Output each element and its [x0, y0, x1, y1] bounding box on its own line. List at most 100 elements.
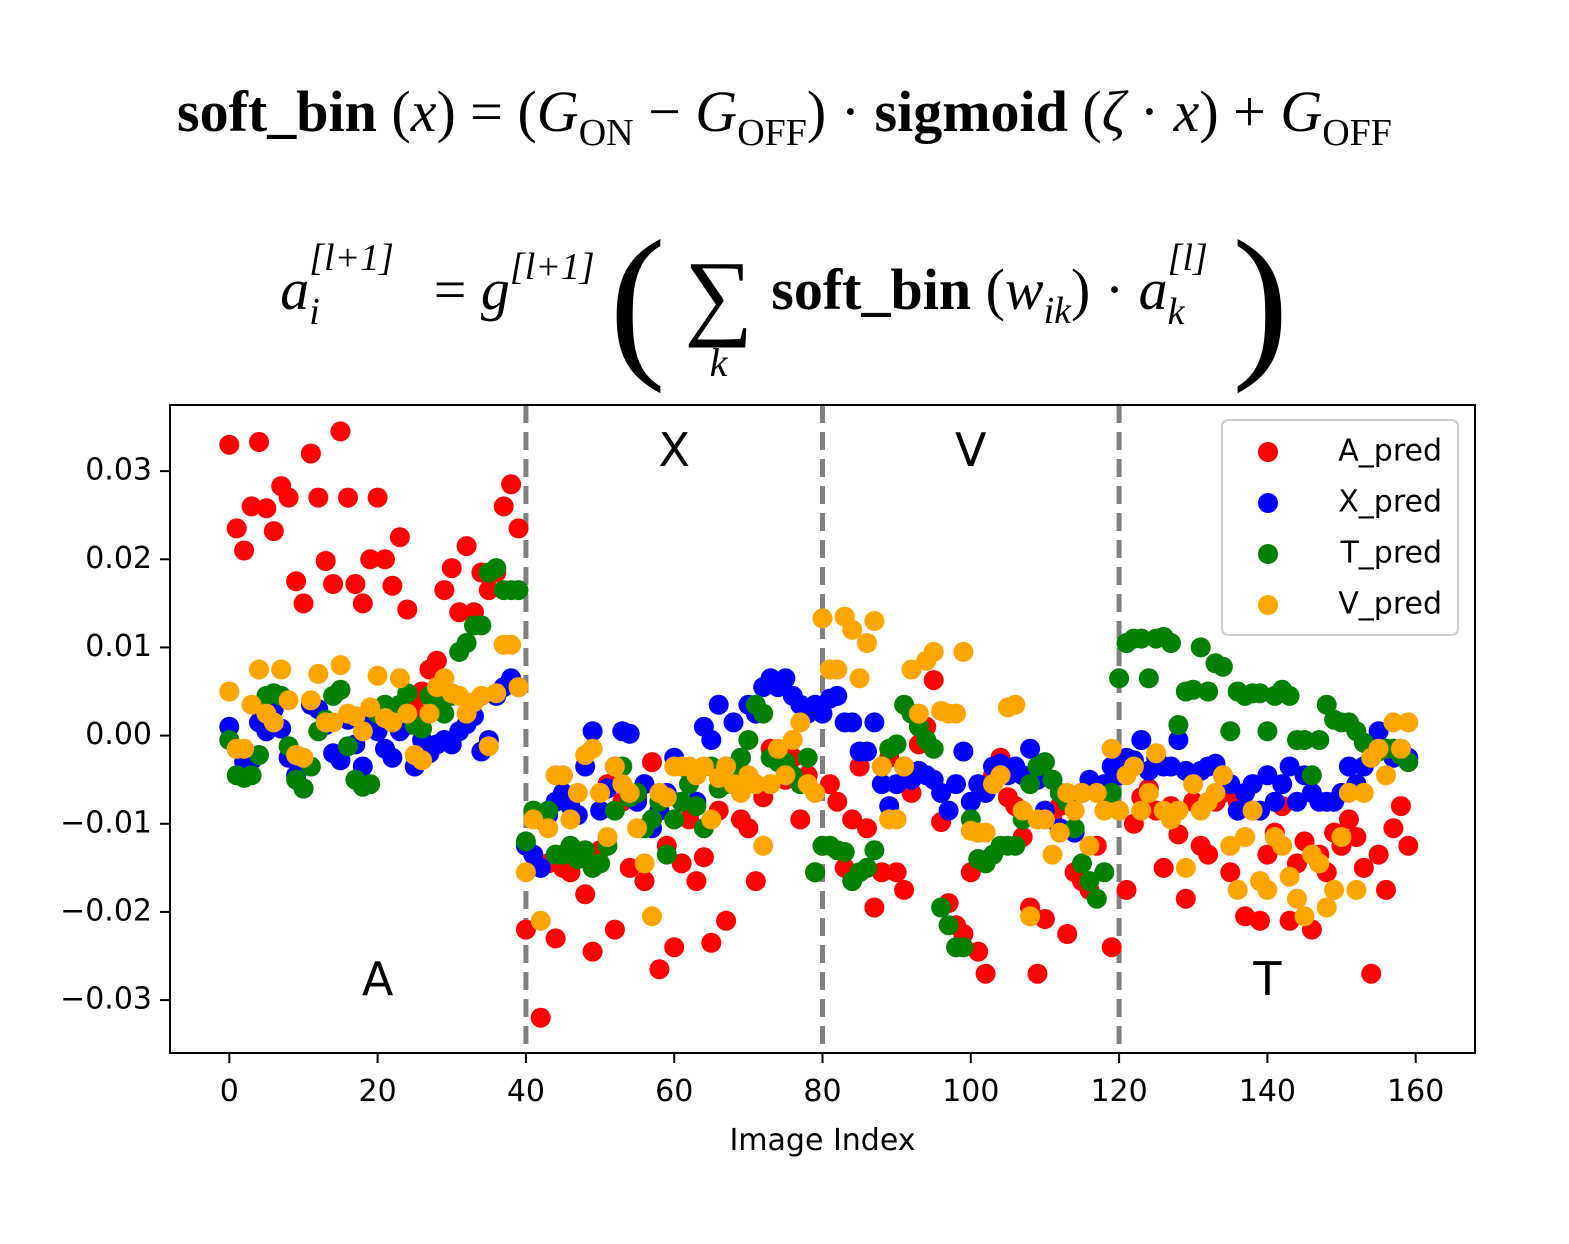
data-point: [1079, 871, 1100, 892]
x-tick-label: 160: [1387, 1074, 1444, 1109]
data-point: [530, 910, 551, 931]
data-point: [730, 782, 751, 803]
data-point: [753, 835, 774, 856]
data-point: [1175, 888, 1196, 909]
data-point: [360, 697, 381, 718]
data-point: [827, 685, 848, 706]
data-point: [975, 963, 996, 984]
data-point: [842, 619, 863, 640]
data-point: [1153, 857, 1174, 878]
data-point: [382, 575, 403, 596]
data-point: [397, 683, 418, 704]
y-tick-label: −0.01: [60, 805, 152, 840]
data-point: [360, 774, 381, 795]
region-label: T: [1252, 952, 1282, 1006]
x-tick-label: 140: [1239, 1074, 1296, 1109]
data-point: [263, 712, 284, 733]
data-point: [1146, 743, 1167, 764]
data-point: [234, 540, 255, 561]
data-point: [1272, 774, 1293, 795]
data-point: [812, 608, 833, 629]
data-point: [286, 571, 307, 592]
data-point: [1012, 800, 1033, 821]
data-point: [1138, 782, 1159, 803]
data-point: [449, 602, 470, 623]
data-point: [382, 747, 403, 768]
data-point: [1138, 668, 1159, 689]
legend-label: V_pred: [1338, 587, 1442, 622]
data-point: [1116, 879, 1137, 900]
data-point: [1020, 738, 1041, 759]
data-point: [1250, 910, 1270, 931]
data-point: [834, 842, 855, 862]
data-point: [1294, 730, 1315, 750]
data-point: [842, 809, 863, 830]
data-point: [1398, 712, 1419, 733]
data-point: [1168, 800, 1189, 821]
data-point: [501, 474, 522, 495]
data-point: [946, 774, 966, 795]
legend-label: A_pred: [1338, 434, 1442, 469]
data-point: [857, 633, 877, 653]
data-point: [946, 703, 966, 724]
y-tick-label: −0.03: [60, 982, 152, 1017]
data-point: [827, 659, 848, 680]
data-point: [738, 730, 759, 750]
sum-index: k: [709, 340, 728, 385]
data-point: [864, 897, 885, 918]
data-point: [530, 1007, 551, 1028]
data-point: [345, 706, 366, 727]
data-point: [582, 941, 603, 962]
region-label: X: [658, 423, 690, 477]
data-point: [1198, 844, 1219, 865]
eq1-sigmoid: sigmoid: [874, 79, 1068, 144]
data-point: [1131, 800, 1152, 821]
data-point: [894, 756, 915, 777]
data-point: [1131, 730, 1152, 750]
data-point: [1042, 844, 1063, 865]
x-tick-label: 60: [655, 1074, 693, 1109]
data-point: [901, 659, 922, 680]
data-point: [938, 915, 959, 936]
data-point: [1353, 782, 1374, 803]
data-point: [1064, 800, 1085, 821]
data-point: [857, 818, 877, 839]
data-point: [575, 840, 596, 861]
data-point: [1279, 685, 1300, 706]
data-point: [1183, 679, 1204, 700]
data-point: [701, 809, 722, 830]
data-point: [219, 681, 240, 702]
legend-marker: [1258, 544, 1278, 564]
data-point: [471, 685, 492, 706]
data-point: [1123, 756, 1144, 777]
data-point: [1072, 782, 1092, 803]
data-point: [664, 937, 685, 958]
data-point: [1346, 827, 1367, 847]
equation-layer-activation: a [l+1] i = g[l+1] ( ∑ k soft_bin (wik) · a…: [280, 206, 1289, 394]
data-point: [375, 549, 395, 570]
legend: A_pred X_pred T_pred V_pred: [1221, 419, 1459, 636]
data-point: [871, 774, 892, 795]
data-point: [1294, 906, 1315, 927]
y-tick-label: 0.03: [85, 453, 152, 488]
data-point: [842, 712, 863, 733]
data-point: [1309, 853, 1330, 874]
data-point: [760, 774, 781, 795]
data-point: [360, 549, 381, 570]
data-point: [1390, 738, 1411, 759]
data-point: [1338, 756, 1359, 777]
data-point: [560, 809, 581, 830]
data-point: [1376, 879, 1396, 900]
data-point: [790, 712, 811, 733]
data-point: [686, 871, 707, 892]
data-point: [1257, 765, 1278, 786]
data-point: [382, 712, 403, 733]
legend-box: [1221, 419, 1459, 636]
data-point: [471, 615, 492, 636]
data-point: [990, 765, 1011, 786]
data-point: [1279, 866, 1300, 887]
data-point: [1212, 765, 1233, 786]
y-tick-label: −0.02: [60, 893, 152, 928]
eq2-rhs-sub: k: [1167, 291, 1185, 333]
